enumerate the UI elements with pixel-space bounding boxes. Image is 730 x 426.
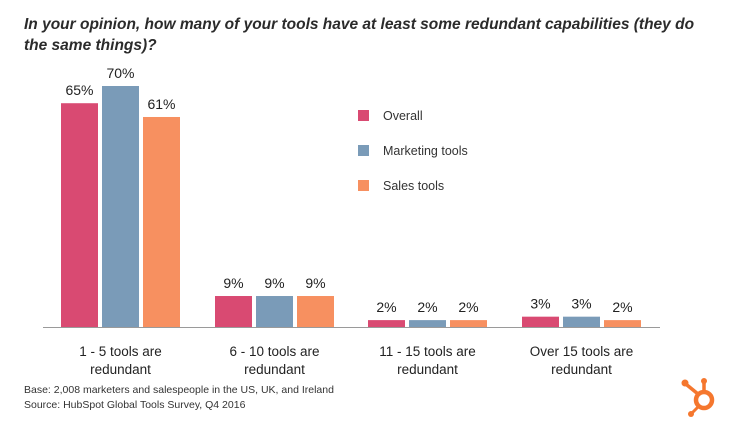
data-label: 3% (571, 296, 591, 312)
category-label: 1 - 5 tools are (79, 344, 162, 359)
data-label: 70% (106, 65, 134, 81)
bar-marketing-tools-0 (102, 86, 139, 327)
data-label: 9% (305, 275, 325, 291)
hubspot-sprocket-icon (681, 378, 715, 417)
category-label: redundant (551, 362, 612, 377)
data-label: 61% (147, 96, 175, 112)
data-label: 65% (65, 82, 93, 98)
legend-label-marketing: Marketing tools (383, 143, 468, 158)
legend-label-sales: Sales tools (383, 178, 445, 193)
bar-marketing-tools-1 (256, 296, 293, 327)
category-label: redundant (397, 362, 458, 377)
bar-overall-2 (368, 320, 405, 327)
bar-overall-1 (215, 296, 252, 327)
data-label: 2% (458, 299, 478, 315)
data-label: 2% (376, 299, 396, 315)
legend-swatch-overall (358, 110, 369, 121)
data-label: 9% (223, 275, 243, 291)
category-label: 6 - 10 tools are (229, 344, 319, 359)
chart-title: In your opinion, how many of your tools … (24, 16, 695, 54)
category-label: Over 15 tools are (530, 344, 634, 359)
footer-source: Source: HubSpot Global Tools Survey, Q4 … (24, 399, 246, 411)
data-label: 2% (612, 299, 632, 315)
legend-swatch-sales (358, 180, 369, 191)
legend-item-overall: Overall (358, 98, 468, 133)
data-label: 2% (417, 299, 437, 315)
bar-sales-tools-3 (604, 320, 641, 327)
bar-marketing-tools-3 (563, 316, 600, 327)
legend: Overall Marketing tools Sales tools (358, 98, 468, 203)
bar-sales-tools-0 (143, 116, 180, 327)
data-label: 9% (264, 275, 284, 291)
legend-item-marketing: Marketing tools (358, 133, 468, 168)
bar-sales-tools-2 (450, 320, 487, 327)
bar-marketing-tools-2 (409, 320, 446, 327)
category-label: 11 - 15 tools are (379, 344, 476, 359)
category-label: redundant (90, 362, 151, 377)
data-label: 3% (530, 296, 550, 312)
bar-sales-tools-1 (297, 296, 334, 327)
chart-footer: Base: 2,008 marketers and salespeople in… (24, 383, 334, 413)
footer-base: Base: 2,008 marketers and salespeople in… (24, 384, 334, 396)
legend-item-sales: Sales tools (358, 168, 468, 203)
bar-overall-0 (61, 103, 98, 327)
legend-swatch-marketing (358, 145, 369, 156)
bar-overall-3 (522, 316, 559, 327)
category-label: redundant (244, 362, 305, 377)
legend-label-overall: Overall (383, 108, 423, 123)
